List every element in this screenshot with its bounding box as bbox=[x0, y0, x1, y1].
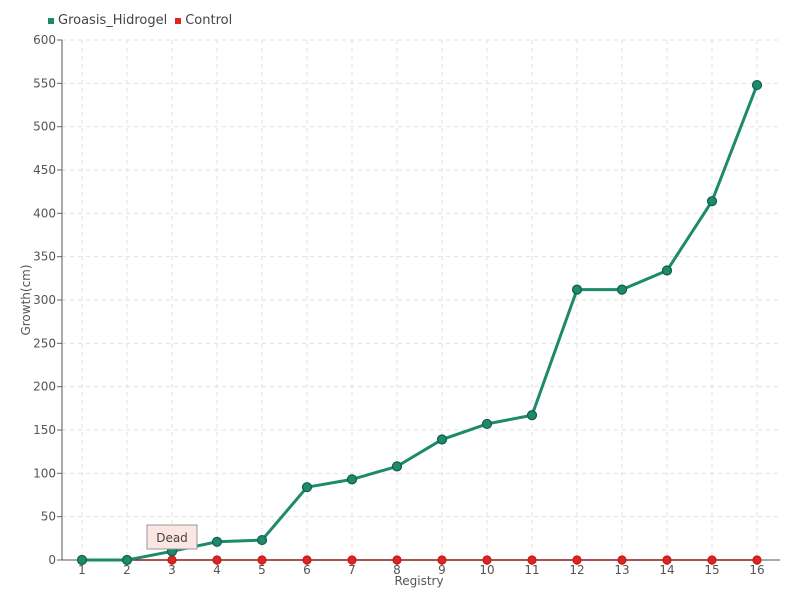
x-tick-label: 4 bbox=[213, 563, 221, 577]
x-tick-label: 7 bbox=[348, 563, 356, 577]
y-tick-label: 550 bbox=[33, 76, 56, 90]
axes bbox=[57, 39, 780, 565]
x-tick-label: 15 bbox=[704, 563, 719, 577]
legend-label-control: Control bbox=[185, 13, 233, 28]
series bbox=[76, 79, 763, 566]
data-point-groasis_hidrogel bbox=[751, 79, 763, 91]
data-point-control bbox=[437, 555, 447, 565]
data-point-control bbox=[392, 555, 402, 565]
y-tick-label: 350 bbox=[33, 250, 56, 264]
data-point-groasis_hidrogel bbox=[481, 418, 493, 430]
data-point-groasis_hidrogel bbox=[616, 284, 628, 295]
legend-swatch-control bbox=[175, 17, 182, 24]
data-point-groasis_hidrogel bbox=[526, 410, 538, 421]
data-point-control bbox=[662, 555, 672, 565]
data-point-groasis_hidrogel bbox=[346, 474, 358, 485]
y-tick-label: 450 bbox=[33, 163, 56, 177]
data-point-control bbox=[707, 555, 717, 565]
y-tick-label: 200 bbox=[33, 380, 56, 394]
data-point-groasis_hidrogel bbox=[571, 284, 583, 295]
x-tick-label: 10 bbox=[479, 563, 494, 577]
x-tick-label: 9 bbox=[438, 563, 446, 577]
x-tick-label: 16 bbox=[749, 563, 764, 577]
y-tick-label: 50 bbox=[41, 510, 56, 524]
y-tick-label: 100 bbox=[33, 466, 56, 480]
data-point-control bbox=[212, 555, 222, 565]
data-point-control bbox=[257, 555, 267, 565]
x-tick-label: 12 bbox=[569, 563, 584, 577]
y-axis-title: Growth(cm) bbox=[19, 264, 33, 335]
data-point-control bbox=[527, 555, 537, 565]
tooltip: Dead bbox=[146, 524, 198, 550]
legend-label-groasis: Groasis_Hidrogel bbox=[58, 13, 168, 28]
y-tick-label: 300 bbox=[33, 293, 56, 307]
y-tick-label: 250 bbox=[33, 336, 56, 350]
y-tick-label: 400 bbox=[33, 206, 56, 220]
legend-item-groasis[interactable]: Groasis_Hidrogel bbox=[48, 13, 167, 28]
data-point-groasis_hidrogel bbox=[436, 434, 448, 445]
data-point-control bbox=[482, 555, 492, 565]
x-tick-label: 3 bbox=[168, 563, 176, 577]
y-tick-label: 600 bbox=[33, 33, 56, 47]
data-point-groasis_hidrogel bbox=[211, 536, 223, 547]
data-point-groasis_hidrogel bbox=[391, 461, 403, 472]
x-tick-label: 13 bbox=[614, 563, 629, 577]
legend: Groasis_Hidrogel Control bbox=[48, 13, 240, 28]
data-point-groasis_hidrogel bbox=[256, 534, 268, 546]
series-line-groasis_hidrogel bbox=[82, 84, 759, 562]
data-point-groasis_hidrogel bbox=[121, 554, 133, 566]
legend-swatch-groasis bbox=[48, 17, 54, 24]
x-tick-label: 6 bbox=[303, 563, 311, 577]
data-point-control bbox=[347, 555, 357, 565]
data-point-control bbox=[752, 555, 762, 565]
x-axis-title: Registry bbox=[394, 574, 443, 588]
data-point-groasis_hidrogel bbox=[706, 196, 718, 207]
x-tick-label: 5 bbox=[258, 563, 266, 577]
data-point-groasis_hidrogel bbox=[76, 554, 88, 566]
x-tick-label: 1 bbox=[78, 563, 86, 577]
tooltip-text: Dead bbox=[156, 531, 188, 545]
legend-item-control[interactable]: Control bbox=[175, 13, 232, 28]
data-point-groasis_hidrogel bbox=[661, 265, 673, 276]
x-tick-label: 2 bbox=[123, 563, 131, 577]
data-point-control bbox=[572, 555, 582, 565]
y-tick-label: 150 bbox=[33, 423, 56, 437]
grid bbox=[62, 39, 780, 560]
x-tick-label: 8 bbox=[393, 563, 401, 577]
data-point-control bbox=[302, 555, 312, 565]
x-tick-label: 14 bbox=[659, 563, 674, 577]
y-tick-label: 0 bbox=[48, 553, 56, 567]
data-point-groasis_hidrogel bbox=[301, 482, 313, 493]
x-tick-label: 11 bbox=[524, 563, 539, 577]
data-point-control bbox=[617, 555, 627, 565]
tooltip-box bbox=[146, 524, 198, 550]
y-tick-label: 500 bbox=[33, 120, 56, 134]
